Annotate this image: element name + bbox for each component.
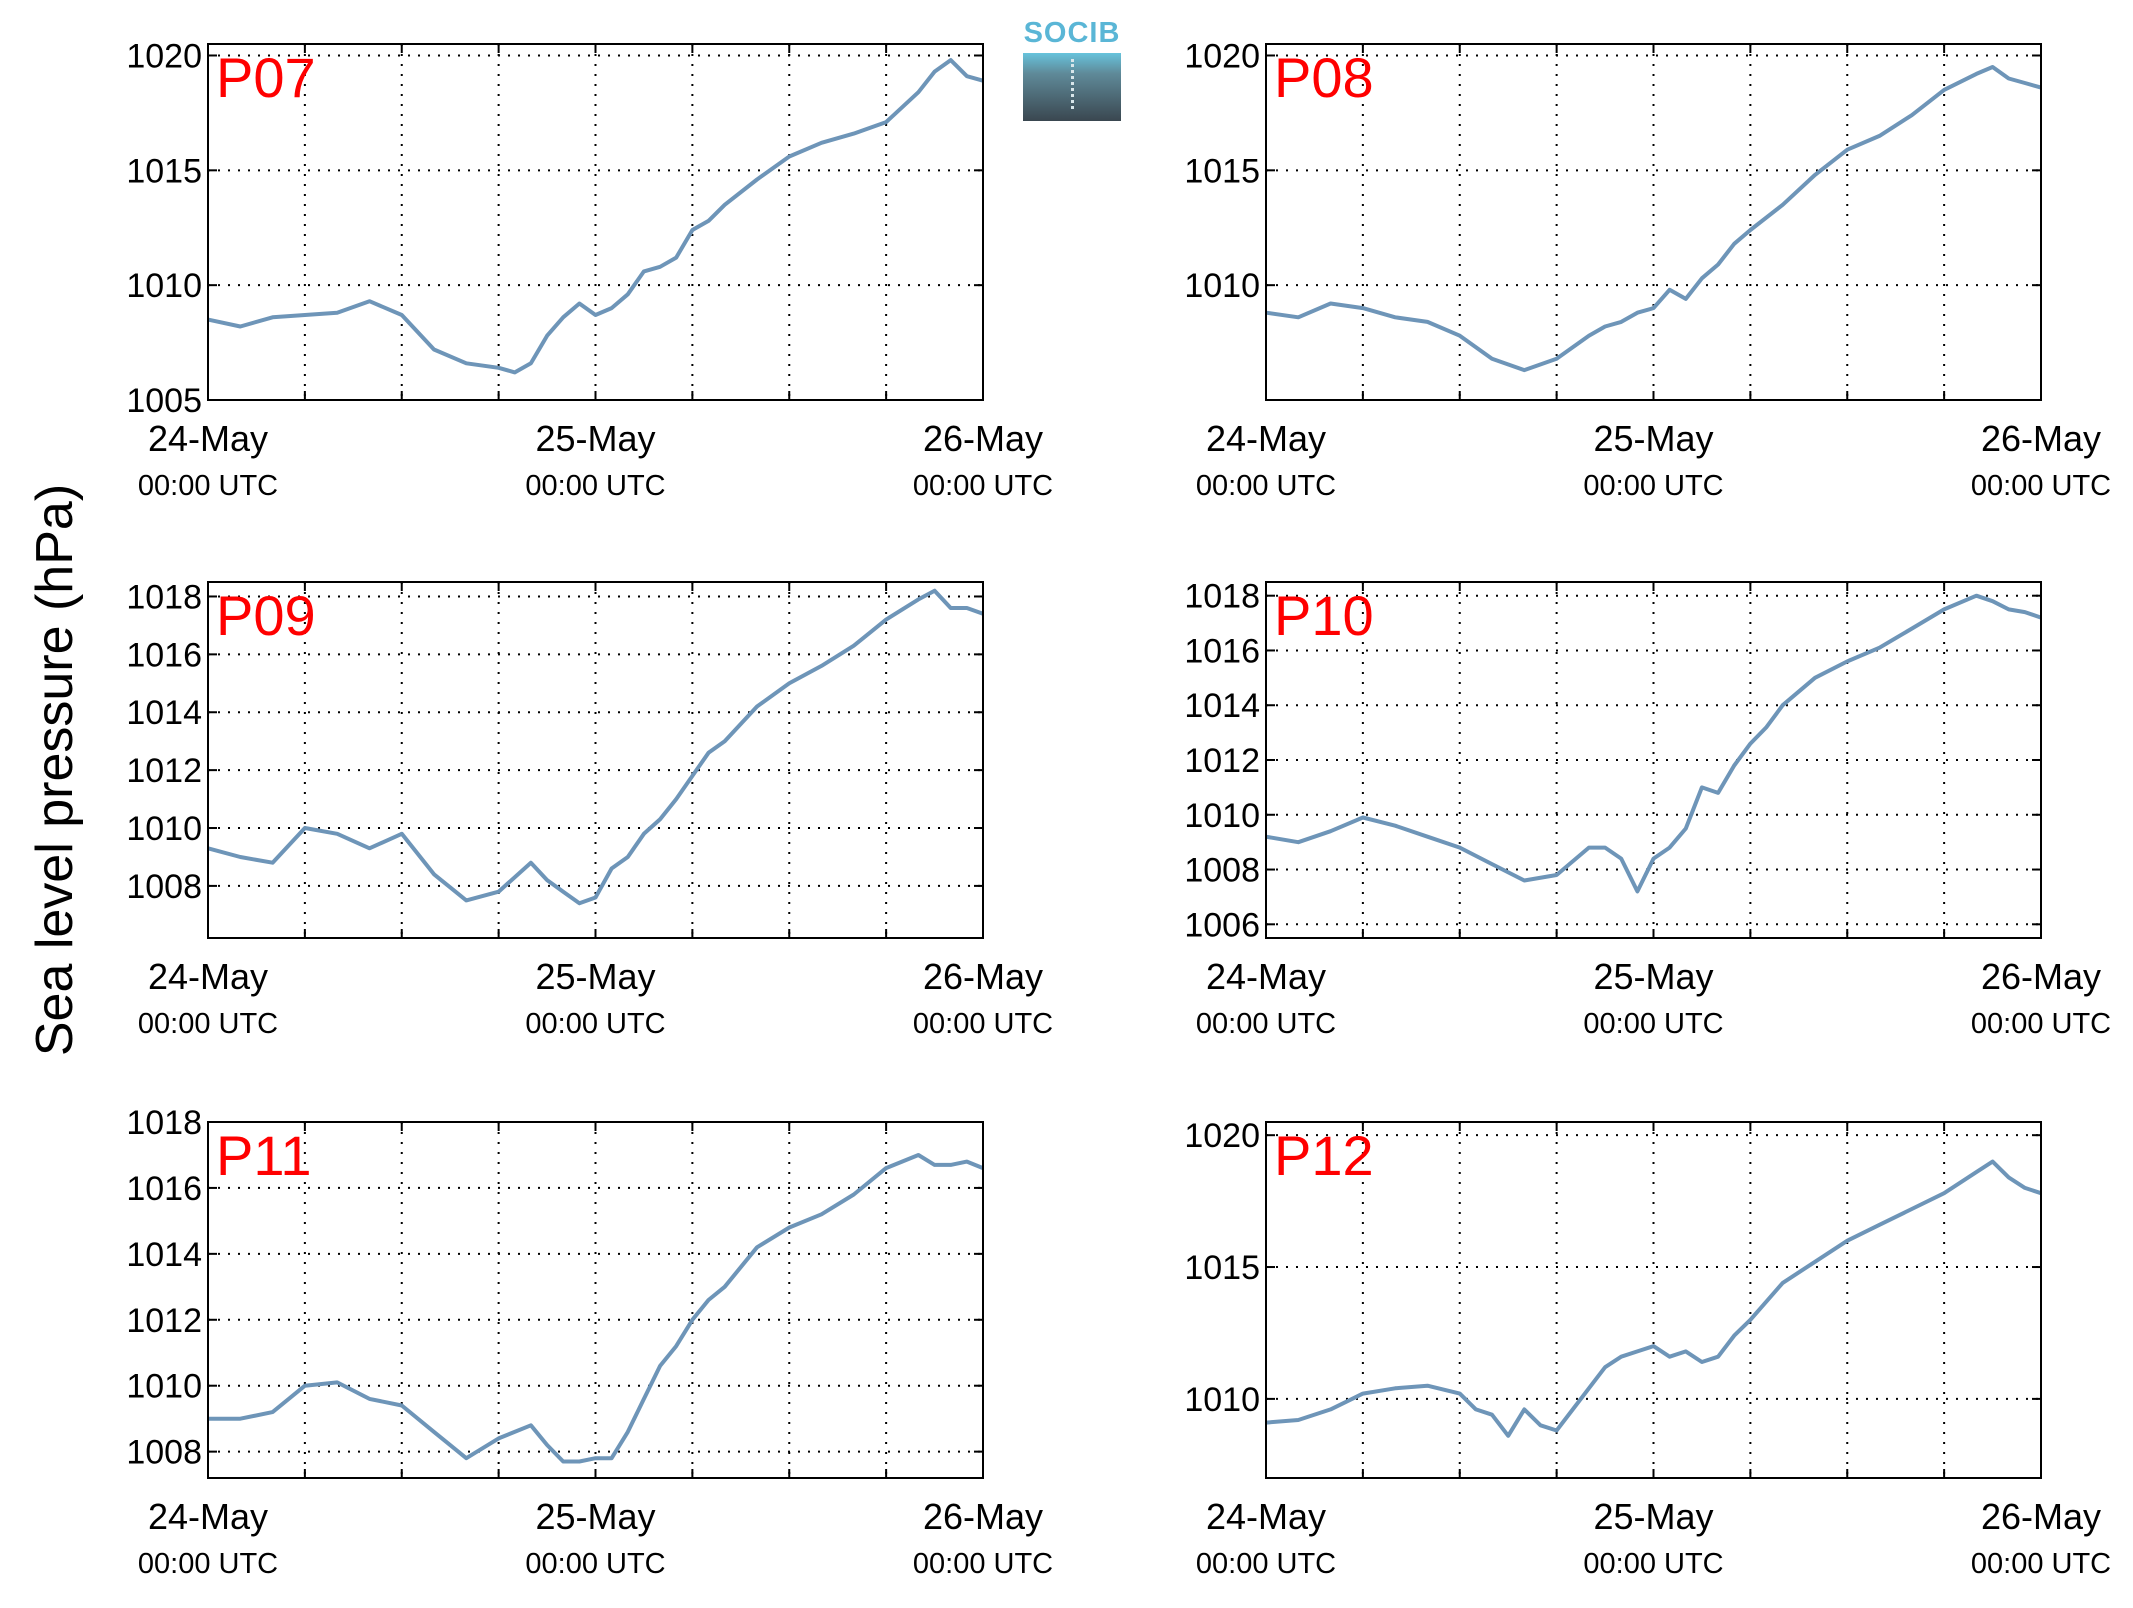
- y-tick-label: 1018: [126, 1104, 202, 1142]
- y-tick-label: 1008: [1184, 852, 1260, 890]
- logo-text: SOCIB: [1023, 17, 1121, 49]
- x-tick-label-day: 24-May: [1206, 956, 1326, 997]
- x-tick-label-time: 00:00 UTC: [1971, 1548, 2111, 1580]
- x-tick-label-time: 00:00 UTC: [1196, 470, 1336, 502]
- x-tick-label-day: 25-May: [535, 956, 655, 997]
- x-tick-label-day: 26-May: [1981, 1496, 2101, 1537]
- y-tick-label: 1018: [126, 578, 202, 616]
- socib-logo: SOCIB: [1021, 17, 1123, 121]
- station-label: P08: [1274, 46, 1374, 109]
- y-tick-label: 1006: [1184, 906, 1260, 944]
- y-tick-label: 1015: [126, 152, 202, 190]
- series-line: [1265, 65, 2042, 373]
- station-label: P11: [216, 1124, 311, 1187]
- x-tick-label-time: 00:00 UTC: [913, 470, 1053, 502]
- panel-p10: 1006 1008 1010 1012 1014 1016 1018 24-May 00:00 …: [1184, 578, 2111, 1040]
- x-tick-label-time: 00:00 UTC: [1971, 470, 2111, 502]
- axes-frame: [1265, 1121, 2042, 1479]
- y-tick-label: 1016: [1184, 632, 1260, 670]
- y-tick-label: 1010: [1184, 267, 1260, 305]
- y-tick-label: 1012: [1184, 742, 1260, 780]
- y-tick-label: 1016: [126, 1170, 202, 1208]
- panel-p11: 1008 1010 1012 1014 1016 1018 24-May 00:00 UTC 2…: [126, 1104, 1053, 1580]
- axes-frame: [1265, 581, 2042, 939]
- x-tick-label-time: 00:00 UTC: [1971, 1008, 2111, 1040]
- x-tick-label-day: 26-May: [1981, 956, 2101, 997]
- y-tick-label: 1014: [126, 1236, 202, 1274]
- y-tick-label: 1018: [1184, 578, 1260, 616]
- y-tick-label: 1014: [1184, 687, 1260, 725]
- y-tick-label: 1008: [126, 868, 202, 906]
- y-tick-label: 1010: [126, 267, 202, 305]
- x-tick-label-day: 24-May: [1206, 1496, 1326, 1537]
- y-tick-label: 1020: [126, 37, 202, 75]
- logo-dots: [1071, 59, 1074, 109]
- logo-emblem: [1023, 53, 1121, 121]
- x-tick-label-day: 25-May: [535, 1496, 655, 1537]
- x-tick-label-time: 00:00 UTC: [1583, 470, 1723, 502]
- x-tick-label-day: 24-May: [148, 956, 268, 997]
- series-line: [207, 588, 984, 906]
- x-tick-label-time: 00:00 UTC: [138, 1008, 278, 1040]
- y-tick-label: 1010: [126, 1368, 202, 1406]
- series-line: [208, 1153, 984, 1464]
- axes-frame: [1265, 43, 2042, 401]
- station-label: P09: [216, 584, 316, 647]
- panel-p12: 1010 1015 1020 24-May 00:00 UTC 25-May 00:00 U…: [1184, 1117, 2111, 1580]
- series-line: [1265, 1159, 2042, 1438]
- x-tick-label-day: 25-May: [1593, 956, 1713, 997]
- x-tick-label-time: 00:00 UTC: [913, 1008, 1053, 1040]
- x-tick-label-time: 00:00 UTC: [525, 470, 665, 502]
- station-label: P10: [1274, 584, 1374, 647]
- panel-p07: 1005 1010 1015 1020 24-May 00:00 UTC 25-May 00:…: [126, 37, 1053, 502]
- x-tick-label-day: 24-May: [148, 418, 268, 459]
- y-tick-label: 1016: [126, 636, 202, 674]
- y-tick-label: 1014: [126, 694, 202, 732]
- y-tick-label: 1010: [1184, 797, 1260, 835]
- y-tick-label: 1008: [126, 1434, 202, 1472]
- x-tick-label-time: 00:00 UTC: [138, 470, 278, 502]
- y-tick-label: 1015: [1184, 152, 1260, 190]
- y-tick-label: 1012: [126, 1302, 202, 1340]
- series-line: [1265, 593, 2042, 894]
- x-tick-label-time: 00:00 UTC: [525, 1548, 665, 1580]
- panel-p08: 1010 1015 1020 24-May 00:00 UTC 25-May 00:00 U…: [1184, 37, 2111, 502]
- y-tick-label: 1010: [1184, 1381, 1260, 1419]
- axes-frame: [207, 43, 984, 401]
- x-tick-label-day: 26-May: [923, 418, 1043, 459]
- x-tick-label-time: 00:00 UTC: [1196, 1008, 1336, 1040]
- x-tick-label-time: 00:00 UTC: [1196, 1548, 1336, 1580]
- x-tick-label-day: 25-May: [1593, 418, 1713, 459]
- station-label: P07: [216, 46, 316, 109]
- x-tick-label-day: 26-May: [923, 956, 1043, 997]
- x-tick-label-day: 24-May: [1206, 418, 1326, 459]
- x-tick-label-day: 24-May: [148, 1496, 268, 1537]
- series-line: [207, 58, 984, 375]
- x-tick-label-time: 00:00 UTC: [138, 1548, 278, 1580]
- y-tick-label: 1020: [1184, 37, 1260, 75]
- x-tick-label-day: 26-May: [1981, 418, 2101, 459]
- y-tick-label: 1012: [126, 752, 202, 790]
- station-label: P12: [1274, 1124, 1374, 1187]
- axes-frame: [207, 1121, 984, 1479]
- y-tick-label: 1015: [1184, 1249, 1260, 1287]
- panel-p09: 1008 1010 1012 1014 1016 1018 24-May 00:00 UTC 2…: [126, 578, 1053, 1040]
- x-tick-label-day: 25-May: [1593, 1496, 1713, 1537]
- x-tick-label-time: 00:00 UTC: [1583, 1008, 1723, 1040]
- x-tick-label-time: 00:00 UTC: [913, 1548, 1053, 1580]
- x-tick-label-day: 25-May: [535, 418, 655, 459]
- x-tick-label-time: 00:00 UTC: [1583, 1548, 1723, 1580]
- y-tick-label: 1005: [126, 382, 202, 420]
- y-tick-label: 1020: [1184, 1117, 1260, 1155]
- x-tick-label-day: 26-May: [923, 1496, 1043, 1537]
- x-tick-label-time: 00:00 UTC: [525, 1008, 665, 1040]
- y-tick-label: 1010: [126, 810, 202, 848]
